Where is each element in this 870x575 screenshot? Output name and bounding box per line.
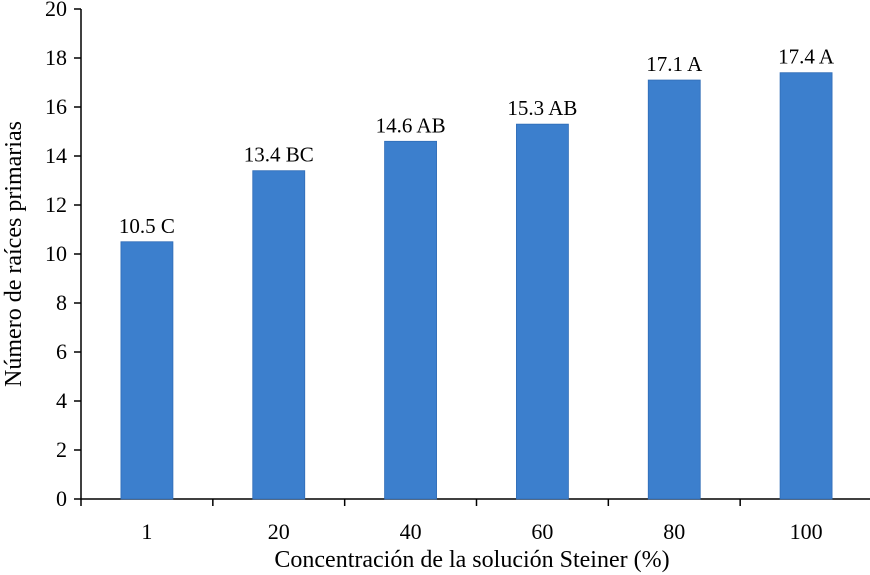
y-tick-label: 20 — [45, 0, 67, 21]
y-tick-label: 8 — [56, 290, 67, 315]
bar-data-label: 17.4 A — [778, 45, 835, 69]
bar-60 — [516, 123, 569, 500]
x-tick-label: 60 — [531, 519, 553, 544]
y-tick-label: 14 — [45, 143, 67, 168]
data-label-group: 10.5 C 13.4 BC 14.6 AB 15.3 AB 17.1 A 17.4 A — [119, 45, 835, 238]
bar-data-label: 15.3 AB — [507, 96, 577, 120]
bar-data-label: 13.4 BC — [244, 143, 314, 167]
bar-group — [120, 72, 833, 500]
y-tick-label: 10 — [45, 241, 67, 266]
bar-100 — [779, 72, 833, 500]
bar-data-label: 10.5 C — [119, 214, 175, 238]
bar-20 — [252, 170, 306, 500]
y-tick-label: 12 — [45, 192, 67, 217]
x-tick-label: 100 — [790, 519, 823, 544]
x-tick-group: 1 20 40 60 80 100 — [80, 499, 823, 544]
bar-40 — [384, 140, 437, 500]
x-tick-label: 20 — [268, 519, 290, 544]
bar-80 — [647, 79, 701, 500]
y-tick-label: 4 — [56, 388, 67, 413]
x-axis: 1 20 40 60 80 100 — [80, 498, 870, 544]
y-tick-label: 18 — [45, 45, 67, 70]
y-tick-label: 2 — [56, 437, 67, 462]
y-axis-title: Número de raíces primarias — [1, 121, 27, 387]
bar-data-label: 17.1 A — [646, 52, 703, 76]
x-axis-title: Concentración de la solución Steiner (%) — [274, 547, 669, 573]
bar-data-label: 14.6 AB — [376, 113, 446, 137]
bar-1 — [120, 241, 174, 500]
x-tick-label: 1 — [141, 519, 152, 544]
x-tick-label: 40 — [400, 519, 422, 544]
y-tick-label: 0 — [56, 486, 67, 511]
x-tick-label: 80 — [663, 519, 685, 544]
y-tick-label: 6 — [56, 339, 67, 364]
y-tick-label: 16 — [45, 94, 67, 119]
y-tick-group: 0 2 4 6 8 10 12 14 16 18 20 — [45, 0, 81, 511]
y-axis: 0 2 4 6 8 10 12 14 16 18 20 — [45, 0, 82, 511]
